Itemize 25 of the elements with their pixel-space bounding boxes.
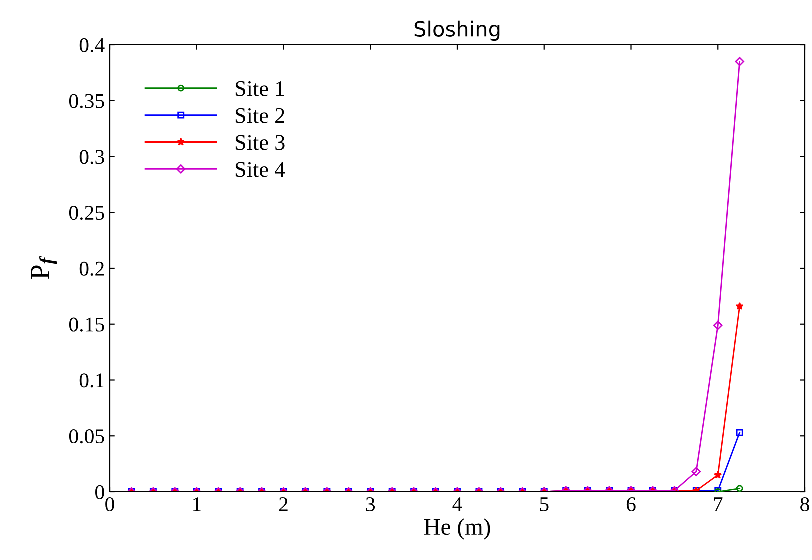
- chart-title: Sloshing: [414, 20, 500, 41]
- x-tick-label: 8: [800, 497, 810, 512]
- x-tick-label: 0: [106, 497, 114, 512]
- legend-label: Site 2: [236, 108, 284, 124]
- y-tick-label: 0.2: [80, 262, 104, 276]
- y-tick-label: 0.05: [69, 430, 104, 444]
- y-axis-title: P$_{f}$: [31, 256, 58, 280]
- y-tick-label: 0.1: [80, 374, 104, 388]
- x-tick-label: 6: [626, 498, 636, 512]
- x-axis-title: He (m): [424, 518, 490, 540]
- x-tick-label: 4: [452, 498, 462, 512]
- y-tick-label: 0.3: [80, 150, 104, 164]
- x-tick-label: 3: [366, 498, 376, 512]
- y-tick-label: 0.35: [69, 94, 104, 108]
- x-tick-label: 2: [279, 498, 288, 512]
- y-tick-label: 0: [96, 485, 104, 500]
- legend-label: Site 1: [236, 81, 284, 96]
- x-tick-label: 1: [194, 498, 201, 512]
- y-tick-label: 0.25: [69, 206, 104, 220]
- y-tick-label: 0.15: [69, 318, 104, 332]
- x-tick-label: 7: [714, 498, 723, 512]
- y-tick-label: 0.4: [80, 38, 105, 53]
- x-tick-label: 5: [540, 498, 549, 512]
- legend-label: Site 3: [236, 135, 285, 150]
- legend-label: Site 4: [236, 162, 286, 178]
